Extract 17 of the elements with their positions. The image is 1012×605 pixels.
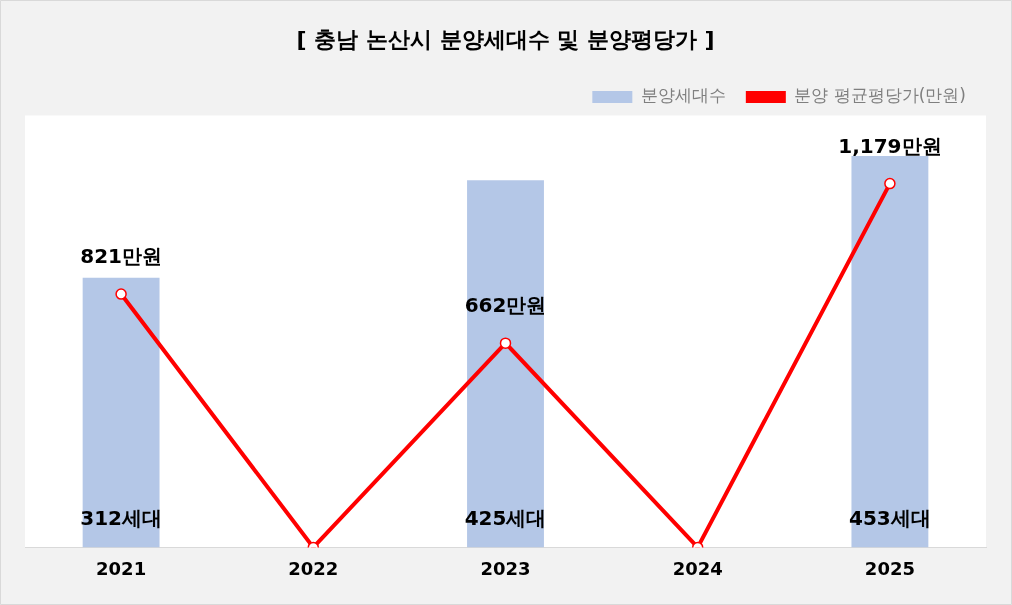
x-tick-label: 2022	[288, 557, 339, 579]
data-label: 821만원	[80, 244, 162, 269]
data-label: 425세대	[464, 505, 547, 530]
point	[499, 337, 512, 349]
point	[115, 288, 127, 300]
data-label: 662만원	[464, 293, 547, 318]
x-tick-label: 2025	[864, 557, 915, 579]
point	[884, 177, 896, 190]
data-label: 453세대	[849, 505, 931, 530]
x-tick-label: 2023	[480, 557, 531, 579]
legend-label: 분양 평균평당가(만원)	[794, 85, 966, 106]
x-tick-label: 2024	[672, 557, 723, 579]
data-label: 1,179만원	[838, 133, 942, 158]
chart-title: [ 충남 논산시 분양세대수 및 분양평당가 ]	[296, 26, 715, 52]
x-tick-label: 2021	[96, 557, 147, 579]
legend-label: 분양세대수	[640, 85, 726, 106]
data-label: 312세대	[80, 505, 162, 530]
